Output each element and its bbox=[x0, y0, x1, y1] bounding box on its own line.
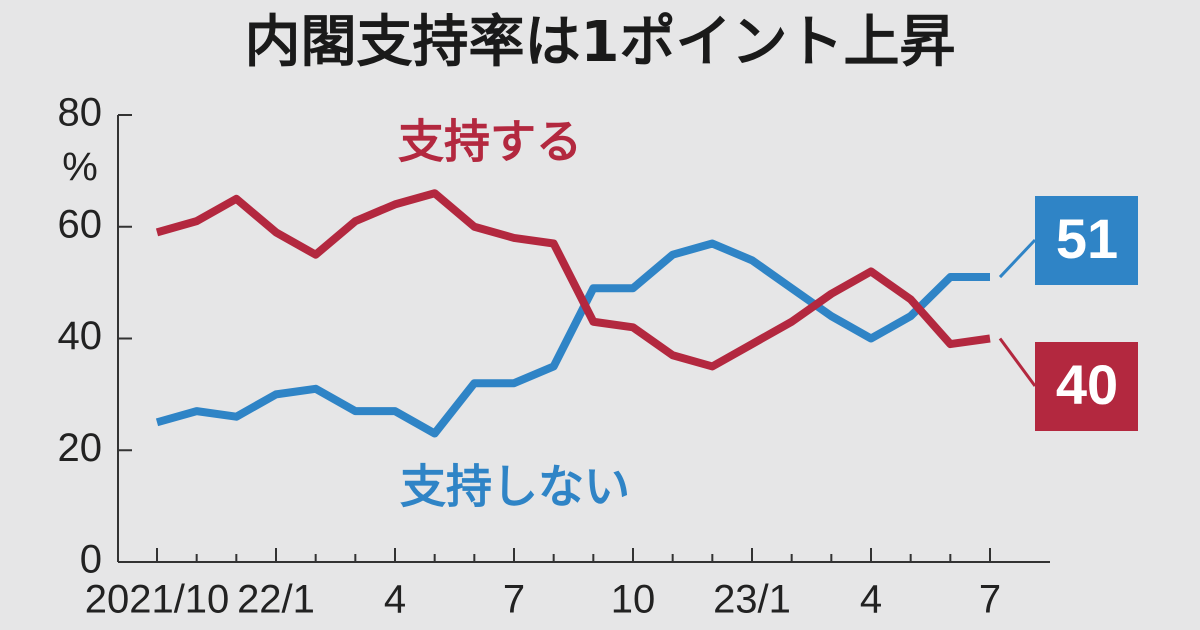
y-tick-label: 0 bbox=[80, 538, 102, 582]
callout-line bbox=[998, 337, 1037, 387]
series-line bbox=[155, 239, 990, 438]
callout-line bbox=[998, 238, 1037, 279]
x-tick-label: 2021/10 bbox=[85, 578, 230, 622]
x-tick-label: 4 bbox=[860, 578, 882, 622]
y-tick-label: 20 bbox=[58, 426, 103, 470]
x-tick-label: 23/1 bbox=[713, 578, 791, 622]
y-tick-label: 60 bbox=[58, 202, 103, 246]
series-label: 支持しない bbox=[400, 460, 630, 514]
series-line bbox=[155, 189, 991, 371]
y-tick-label: 80 bbox=[58, 91, 103, 135]
end-value-label: 40 bbox=[1056, 353, 1118, 416]
x-tick-label: 7 bbox=[979, 578, 1001, 622]
x-tick-label: 7 bbox=[503, 578, 525, 622]
y-tick-label: 40 bbox=[58, 314, 103, 358]
x-tick-label: 4 bbox=[384, 578, 406, 622]
end-box bbox=[1035, 196, 1138, 285]
y-unit: % bbox=[62, 146, 98, 190]
x-tick-label: 22/1 bbox=[237, 578, 315, 622]
x-tick-label: 10 bbox=[611, 578, 656, 622]
end-value-label: 51 bbox=[1056, 207, 1118, 270]
chart-title: 内閣支持率は1ポイント上昇 bbox=[245, 10, 956, 75]
series-label: 支持する bbox=[398, 115, 582, 169]
end-box bbox=[1035, 342, 1138, 431]
